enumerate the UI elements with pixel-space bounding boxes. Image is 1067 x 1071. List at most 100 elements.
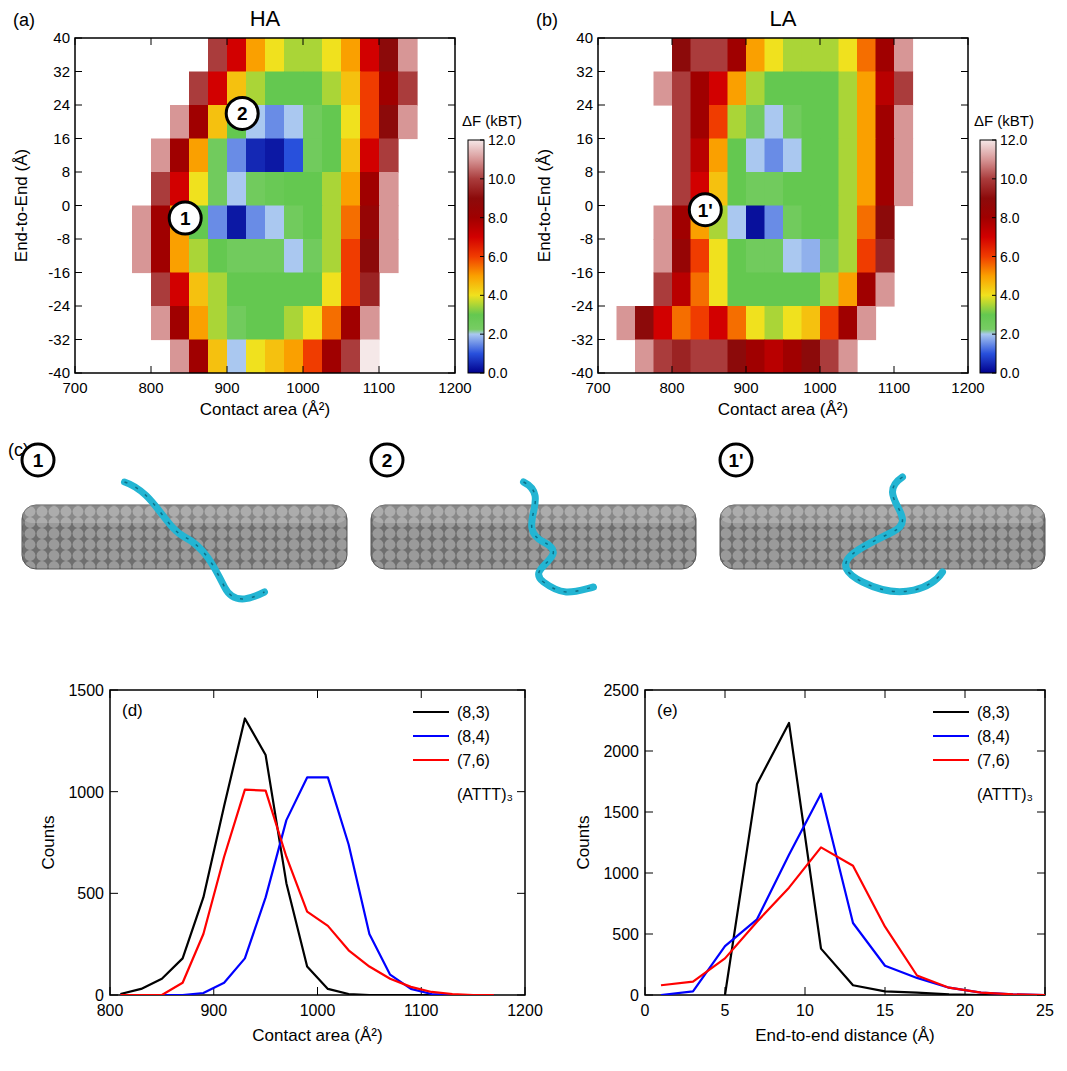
heat-cell <box>265 72 285 106</box>
y-tick <box>598 373 605 374</box>
heat-cell <box>857 273 876 307</box>
y-tick <box>448 272 455 273</box>
heat-cell <box>839 340 858 374</box>
heat-cell <box>284 105 304 139</box>
heat-cell <box>691 38 710 72</box>
heat-cell <box>189 105 209 139</box>
y-tick-label: 1500 <box>603 804 639 821</box>
colorbar-tick <box>992 295 996 296</box>
x-tick-label: 1000 <box>803 379 836 396</box>
heat-cell <box>189 306 209 340</box>
x-tick-label: 1000 <box>300 1002 336 1019</box>
heat-cell <box>246 172 266 206</box>
x-tick <box>894 366 895 373</box>
y-tick <box>961 105 968 106</box>
y-tick <box>598 205 605 206</box>
x-axis-title: End-to-end distance (Å) <box>755 1026 935 1045</box>
heat-cell <box>802 172 821 206</box>
y-tick-label: 500 <box>612 926 639 943</box>
heat-cell <box>765 38 784 72</box>
heat-cell <box>746 139 765 173</box>
x-tick-label: 700 <box>585 379 610 396</box>
heat-cell <box>303 206 323 240</box>
heat-cell <box>820 38 839 72</box>
x-tick-label: 1100 <box>404 1002 439 1019</box>
heat-cell <box>765 206 784 240</box>
y-tick <box>598 38 605 39</box>
structures-panel: (c)121' <box>8 440 1045 599</box>
heat-cell <box>876 206 895 240</box>
heat-cell <box>876 139 895 173</box>
heat-cell <box>857 72 876 106</box>
y-tick <box>448 306 455 307</box>
y-tick <box>110 791 118 792</box>
y-tick <box>961 71 968 72</box>
heat-cell <box>227 172 247 206</box>
heat-cell <box>728 72 747 106</box>
y-tick <box>961 272 968 273</box>
y-tick <box>598 172 605 173</box>
x-tick <box>1045 690 1046 698</box>
y-tick <box>110 690 118 691</box>
heat-cell <box>265 340 285 374</box>
heat-cell <box>303 306 323 340</box>
y-tick-label: 40 <box>576 29 593 46</box>
colorbar-tick-label: 4.0 <box>488 287 508 303</box>
state-marker <box>169 202 201 234</box>
heat-cell <box>746 340 765 374</box>
heat-cell <box>322 72 342 106</box>
y-tick <box>75 239 82 240</box>
heat-cell <box>189 273 209 307</box>
y-tick-label: -24 <box>48 297 70 314</box>
legend-swatch <box>413 711 449 713</box>
x-tick <box>455 38 456 45</box>
x-tick <box>820 38 821 45</box>
panel-label: (b) <box>536 10 558 30</box>
heat-cell <box>398 38 418 72</box>
y-tick <box>961 306 968 307</box>
x-tick-label: 20 <box>956 1002 974 1019</box>
heat-cell <box>839 206 858 240</box>
heat-cell <box>379 206 399 240</box>
heat-cell <box>360 105 380 139</box>
y-tick-label: -32 <box>571 331 593 348</box>
heat-cell <box>379 139 399 173</box>
legend-label: (8,3) <box>457 704 490 721</box>
x-axis-title: Contact area (Å²) <box>718 400 848 419</box>
colorbar-tick-label: 10.0 <box>1000 171 1027 187</box>
heat-cell <box>208 340 228 374</box>
heat-cell <box>284 139 304 173</box>
heat-cell <box>284 206 304 240</box>
heat-cell <box>398 105 418 139</box>
heat-cell <box>802 340 821 374</box>
x-tick <box>672 38 673 45</box>
legend-swatch <box>413 735 449 737</box>
heat-cell <box>672 273 691 307</box>
heat-cell <box>227 306 247 340</box>
y-tick <box>448 373 455 374</box>
heat-cell <box>746 172 765 206</box>
colorbar <box>980 140 996 373</box>
colorbar-tick-label: 2.0 <box>488 326 508 342</box>
heat-cell <box>709 72 728 106</box>
heat-cell <box>189 172 209 206</box>
cells <box>132 38 418 373</box>
y-tick-label: 24 <box>53 96 70 113</box>
heat-cell <box>765 340 784 374</box>
heat-cell <box>709 38 728 72</box>
y-tick <box>1037 751 1045 752</box>
heat-cell <box>820 105 839 139</box>
heat-cell <box>857 172 876 206</box>
x-tick <box>645 987 646 995</box>
heat-cell <box>208 239 228 273</box>
x-tick-label: 0 <box>641 1002 650 1019</box>
x-tick <box>110 987 111 995</box>
colorbar-tick-label: 8.0 <box>488 210 508 226</box>
heat-cell <box>170 105 190 139</box>
annotation: (ATTT)₃ <box>977 786 1033 803</box>
heat-cell <box>839 239 858 273</box>
heat-cell <box>820 239 839 273</box>
heat-cell <box>691 72 710 106</box>
colorbar-tick-label: 12.0 <box>1000 132 1027 148</box>
heat-cell <box>341 72 361 106</box>
